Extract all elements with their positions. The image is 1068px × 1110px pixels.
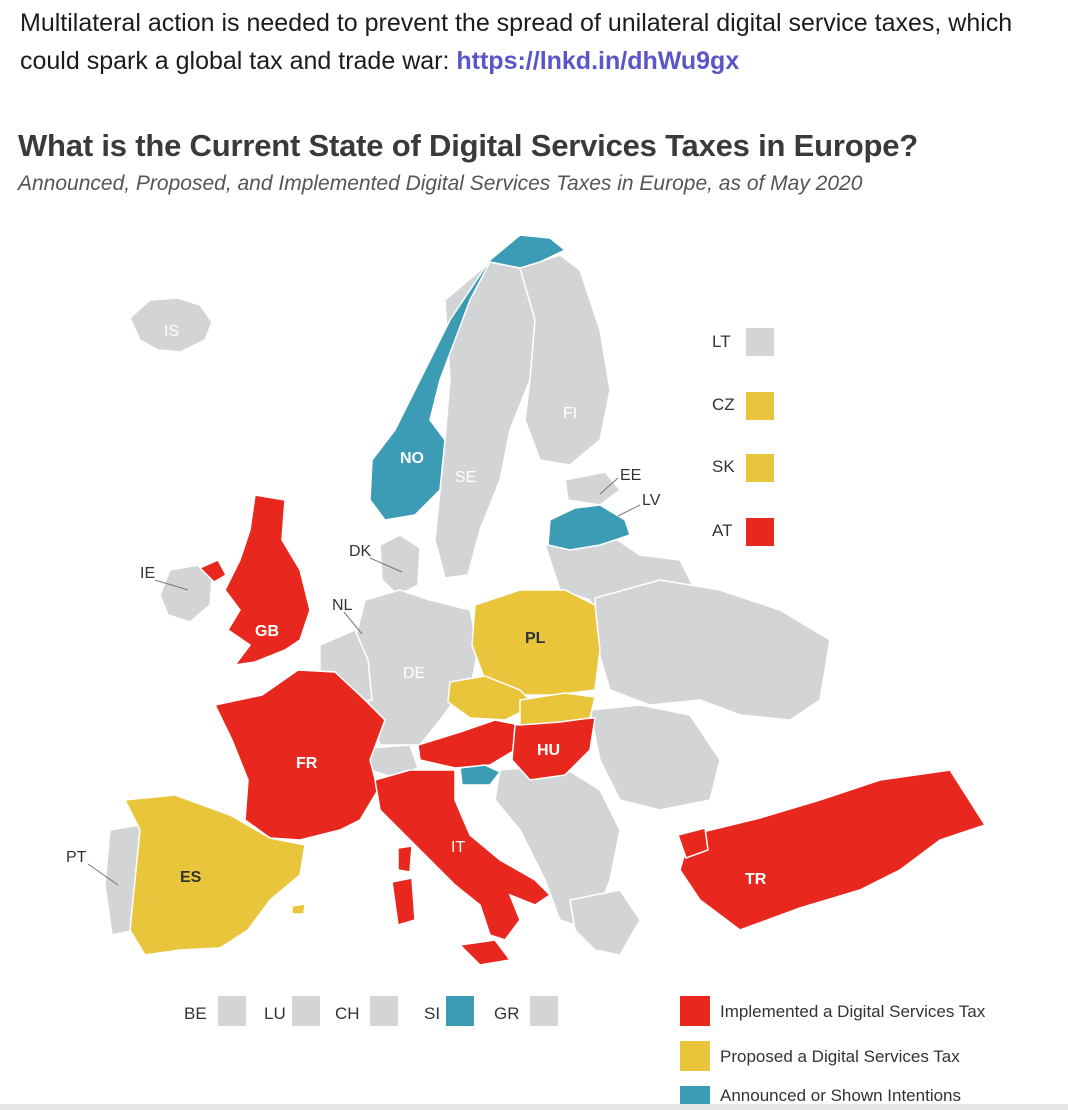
country-ireland xyxy=(159,564,213,623)
leader-dk xyxy=(369,557,403,573)
country-great-britain xyxy=(224,494,311,667)
swatch-label-si: SI xyxy=(424,1004,440,1023)
swatch-gr xyxy=(530,996,558,1026)
swatch-si xyxy=(446,996,474,1026)
country-norway xyxy=(369,234,567,521)
country-poland xyxy=(471,589,601,696)
country-greece xyxy=(569,889,641,956)
label-se: SE xyxy=(455,469,476,486)
country-east-europe xyxy=(594,579,831,721)
country-balearic xyxy=(291,903,306,915)
legend-swatch-proposed xyxy=(680,1041,710,1071)
country-romania-balkans xyxy=(589,704,721,811)
map-title: What is the Current State of Digital Ser… xyxy=(18,128,919,163)
label-ee: EE xyxy=(620,467,641,484)
bottom-swatches: BE LU CH SI GR xyxy=(184,996,558,1026)
leader-ie xyxy=(154,579,189,591)
swatch-sk xyxy=(746,454,774,482)
legend-swatch-announced xyxy=(680,1086,710,1106)
swatch-ch xyxy=(370,996,398,1026)
swatch-lt xyxy=(746,328,774,356)
leader-lv xyxy=(617,504,641,517)
label-it: IT xyxy=(451,839,465,856)
swatch-label-ch: CH xyxy=(335,1004,360,1023)
label-ie: IE xyxy=(140,565,155,582)
country-sweden xyxy=(434,261,536,579)
label-es: ES xyxy=(180,869,202,886)
side-swatches: LT CZ SK AT xyxy=(712,328,774,546)
swatch-label-lt: LT xyxy=(712,332,731,351)
label-tr: TR xyxy=(745,871,767,888)
country-france xyxy=(213,669,386,841)
leader-nl xyxy=(343,611,363,635)
country-turkey-thrace xyxy=(677,827,709,859)
country-northern-ireland xyxy=(198,559,228,583)
label-hu: HU xyxy=(537,742,560,759)
post-body: Multilateral action is needed to prevent… xyxy=(20,9,1013,75)
label-pt: PT xyxy=(66,849,87,866)
label-fi: FI xyxy=(563,405,577,422)
swatch-label-at: AT xyxy=(712,521,732,540)
country-iceland xyxy=(129,297,213,353)
swatch-label-gr: GR xyxy=(494,1004,520,1023)
country-latvia xyxy=(547,504,631,551)
post-text: Multilateral action is needed to prevent… xyxy=(20,4,1050,80)
country-italy xyxy=(374,769,552,941)
swatch-be xyxy=(218,996,246,1026)
label-is: IS xyxy=(164,323,179,340)
swatch-label-cz: CZ xyxy=(712,395,735,414)
country-turkey xyxy=(679,769,987,931)
label-no: NO xyxy=(400,450,424,467)
legend-label-announced: Announced or Shown Intentions xyxy=(720,1086,961,1105)
label-fr: FR xyxy=(296,755,318,772)
label-nl: NL xyxy=(332,597,353,614)
country-sardinia xyxy=(391,877,416,926)
country-spain xyxy=(123,794,306,956)
country-sicily xyxy=(458,939,512,966)
map-subtitle: Announced, Proposed, and Implemented Dig… xyxy=(18,172,863,195)
label-de: DE xyxy=(403,665,425,682)
bottom-scroll-edge xyxy=(0,1104,1068,1110)
legend-swatch-implemented xyxy=(680,996,710,1026)
swatch-label-sk: SK xyxy=(712,457,735,476)
country-slovenia xyxy=(459,764,502,786)
swatch-label-lu: LU xyxy=(264,1004,286,1023)
post-link[interactable]: https://lnkd.in/dhWu9gx xyxy=(456,47,740,75)
leader-pt xyxy=(87,863,119,886)
country-corsica xyxy=(397,845,413,873)
swatch-lu xyxy=(292,996,320,1026)
label-pl: PL xyxy=(525,630,546,647)
swatch-cz xyxy=(746,392,774,420)
legend-label-implemented: Implemented a Digital Services Tax xyxy=(720,1002,986,1021)
country-slovakia xyxy=(519,692,596,726)
country-finland xyxy=(519,254,611,466)
leader-ee xyxy=(599,477,619,495)
map-legend: Implemented a Digital Services Tax Propo… xyxy=(680,996,986,1106)
label-lv: LV xyxy=(642,492,661,509)
legend-label-proposed: Proposed a Digital Services Tax xyxy=(720,1047,960,1066)
label-dk: DK xyxy=(349,543,372,560)
label-gb: GB xyxy=(255,623,279,640)
country-denmark xyxy=(379,534,421,596)
country-estonia xyxy=(564,471,622,506)
swatch-at xyxy=(746,518,774,546)
swatch-label-be: BE xyxy=(184,1004,207,1023)
